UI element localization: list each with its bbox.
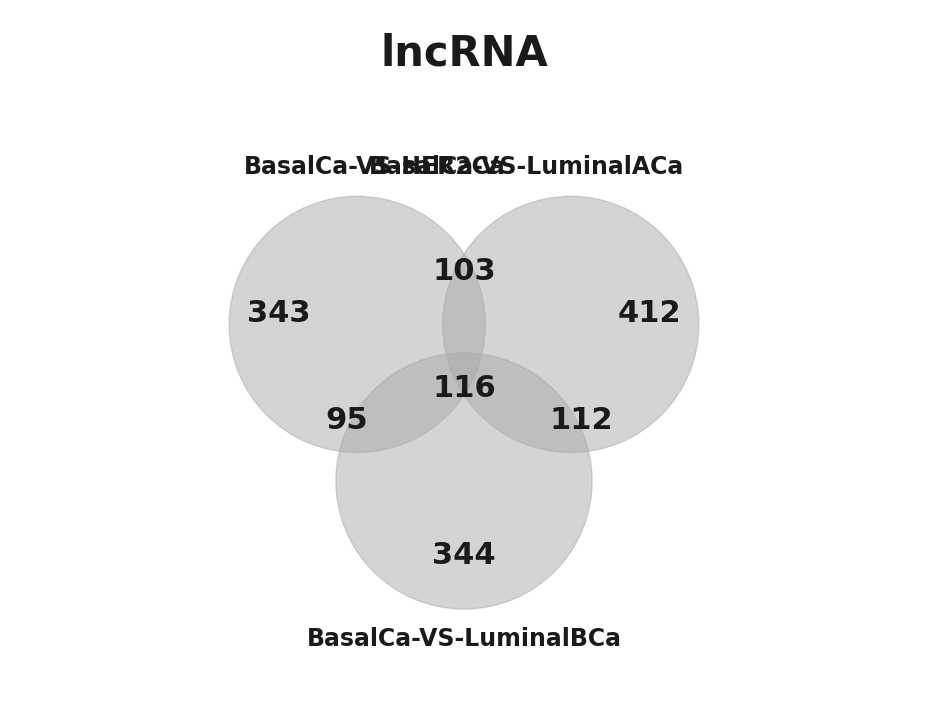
Text: 343: 343	[247, 300, 311, 328]
Text: BasalCa-VS-LuminalACa: BasalCa-VS-LuminalACa	[369, 155, 684, 179]
Text: 116: 116	[432, 374, 495, 403]
Text: lncRNA: lncRNA	[380, 32, 547, 75]
Text: BasalCa-VS-HER2Ca: BasalCa-VS-HER2Ca	[243, 155, 504, 179]
Text: 112: 112	[549, 406, 613, 435]
Circle shape	[442, 197, 698, 452]
Text: 103: 103	[432, 256, 495, 286]
Text: 412: 412	[616, 300, 680, 328]
Text: 344: 344	[432, 541, 495, 570]
Text: BasalCa-VS-LuminalBCa: BasalCa-VS-LuminalBCa	[306, 627, 621, 651]
Text: 95: 95	[324, 406, 367, 435]
Circle shape	[336, 353, 591, 609]
Circle shape	[229, 197, 485, 452]
